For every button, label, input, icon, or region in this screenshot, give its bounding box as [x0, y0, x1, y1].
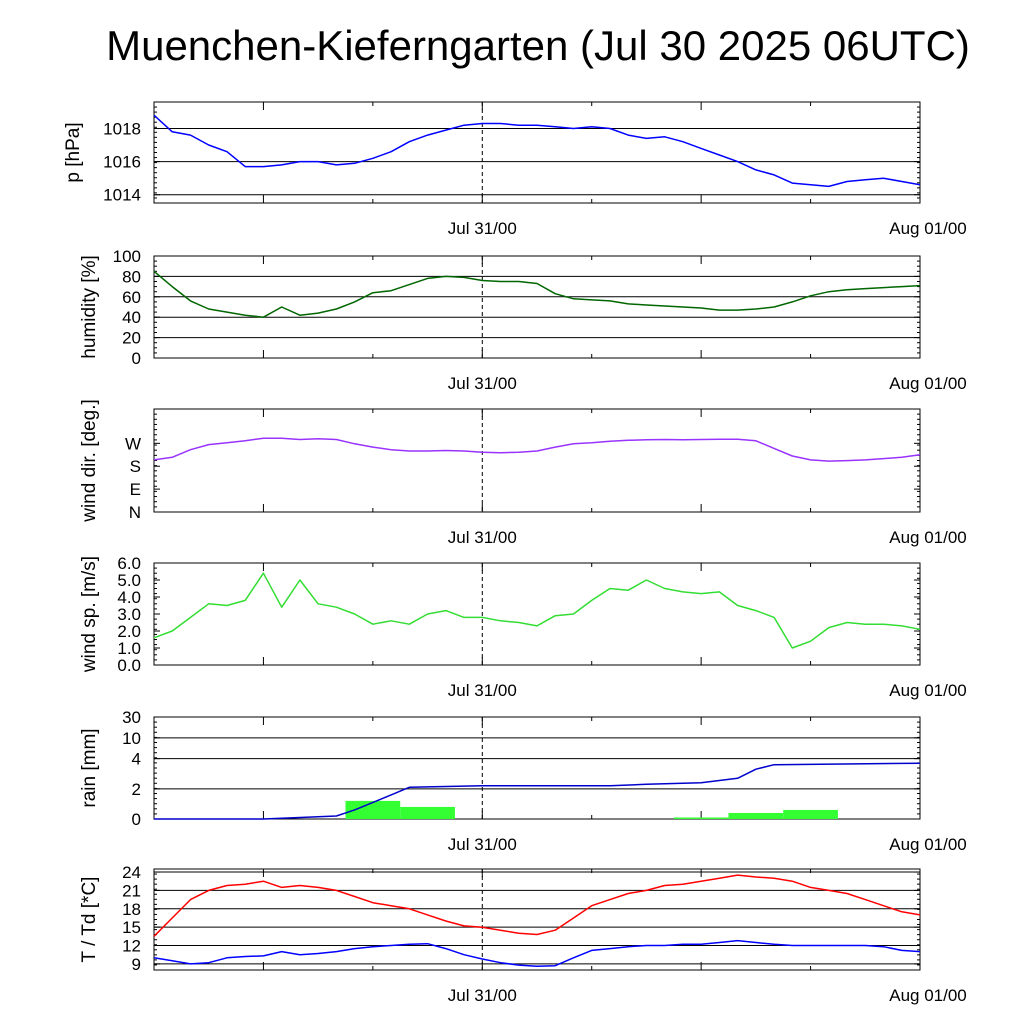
y-tick-label: 1016	[103, 153, 141, 172]
y-tick-label: 20	[122, 329, 141, 348]
y-tick-label: 60	[122, 288, 141, 307]
series-line	[153, 270, 921, 318]
y-tick-label: 1.0	[117, 639, 141, 658]
y-tick-label: 18	[122, 900, 141, 919]
y-axis-label: wind dir. [deg.]	[79, 399, 100, 523]
y-tick-label: 21	[122, 881, 141, 900]
y-tick-label: 0	[132, 349, 141, 368]
y-tick-label: 1018	[103, 119, 141, 138]
y-axis-label: p [hPa]	[63, 122, 84, 182]
series-line-t	[153, 874, 921, 937]
y-tick-label: 15	[122, 918, 141, 937]
x-tick-label: Aug 01/00	[889, 835, 967, 854]
y-axis-label: T / Td [*C]	[79, 877, 100, 963]
x-tick-label: Jul 31/00	[448, 835, 517, 854]
y-axis-label: wind sp. [m/s]	[79, 556, 100, 673]
x-tick-label: Aug 01/00	[889, 681, 967, 700]
y-tick-label: N	[129, 503, 141, 522]
y-tick-label: 3.0	[117, 605, 141, 624]
y-axis-label: rain [mm]	[79, 728, 100, 807]
chart-title: Muenchen-Kieferngarten (Jul 30 2025 06UT…	[106, 22, 970, 69]
plot-frame	[153, 716, 921, 820]
rain-bar	[783, 809, 838, 819]
y-tick-label: S	[130, 457, 141, 476]
x-tick-label: Aug 01/00	[889, 374, 967, 393]
x-tick-label: Jul 31/00	[448, 986, 517, 1005]
plot-frame	[153, 101, 921, 204]
series-line-accumulated	[154, 762, 921, 820]
y-tick-label: 9	[132, 955, 141, 974]
plot-frame	[153, 408, 921, 513]
y-tick-label: 30	[122, 708, 141, 727]
y-tick-label: 1014	[103, 186, 141, 205]
x-tick-label: Aug 01/00	[889, 528, 967, 547]
y-tick-label: 80	[122, 267, 141, 286]
y-tick-label: 12	[122, 937, 141, 956]
rain-bar	[345, 800, 401, 819]
y-tick-label: 2	[132, 780, 141, 799]
x-tick-label: Aug 01/00	[889, 986, 967, 1005]
rain-bar	[673, 817, 729, 819]
series-line	[153, 572, 921, 649]
rain-bar	[728, 812, 784, 819]
y-tick-label: 100	[113, 247, 141, 266]
x-tick-label: Jul 31/00	[448, 528, 517, 547]
y-tick-label: W	[125, 434, 141, 453]
x-tick-label: Jul 31/00	[448, 374, 517, 393]
x-tick-label: Jul 31/00	[448, 681, 517, 700]
series-line	[153, 114, 921, 188]
plot-frame	[153, 562, 921, 666]
y-tick-label: 0.0	[117, 656, 141, 675]
y-tick-label: 24	[122, 863, 141, 882]
y-tick-label: 6.0	[117, 554, 141, 573]
y-tick-label: 2.0	[117, 622, 141, 641]
series-line	[153, 437, 921, 462]
y-tick-label: 0	[132, 810, 141, 829]
rain-bar	[400, 806, 455, 819]
y-axis-label: humidity [%]	[79, 255, 100, 358]
plot-frame	[153, 255, 921, 359]
x-tick-label: Jul 31/00	[448, 219, 517, 238]
y-tick-label: 4.0	[117, 588, 141, 607]
y-tick-label: E	[130, 480, 141, 499]
y-tick-label: 5.0	[117, 571, 141, 590]
series-line-td	[153, 939, 921, 968]
x-tick-label: Aug 01/00	[889, 219, 967, 238]
y-tick-label: 40	[122, 308, 141, 327]
y-tick-label: 10	[122, 729, 141, 748]
y-tick-label: 4	[132, 750, 141, 769]
